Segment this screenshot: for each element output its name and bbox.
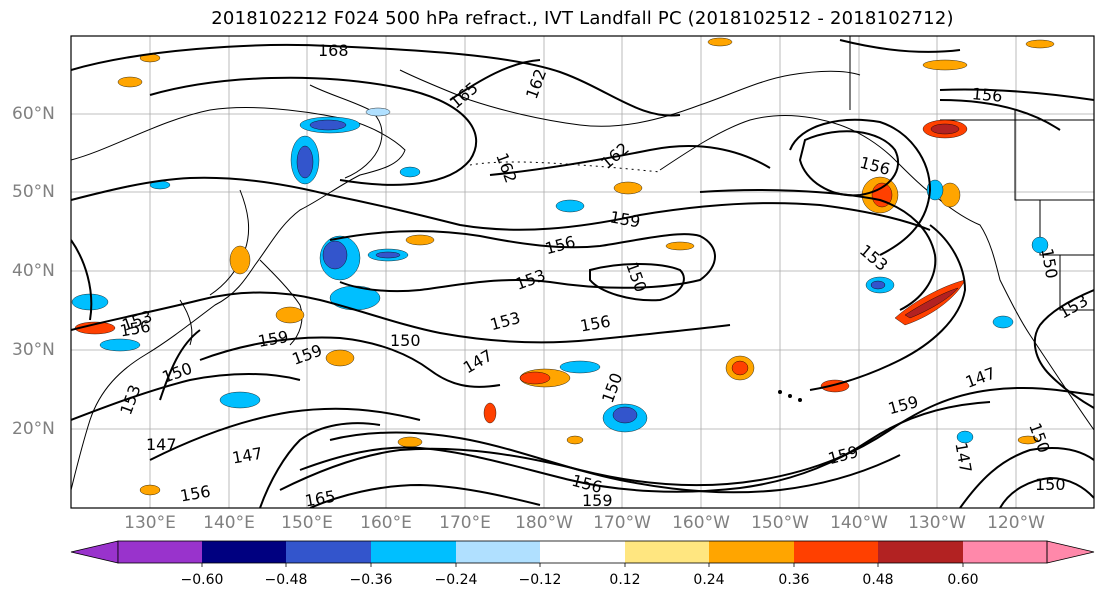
colorbar-frame — [117, 540, 1048, 564]
colorbar-tick-label: −0.48 — [264, 572, 308, 588]
colorbar-tick-label: 0.12 — [609, 572, 641, 588]
colorbar-segment — [878, 541, 963, 563]
contour-label: 147 — [146, 435, 177, 454]
colorbar-segment — [371, 541, 456, 563]
lat-label-30n: 30°N — [12, 340, 55, 360]
contour-label: 168 — [318, 41, 349, 60]
colorbar-tick-label: −0.36 — [349, 572, 393, 588]
colorbar-tick-label: −0.24 — [434, 572, 478, 588]
lon-label-130w: 130°W — [908, 513, 966, 533]
colorbar-tick-label: 0.24 — [693, 572, 725, 588]
colorbar-tick-label: 0.48 — [862, 572, 894, 588]
coastlines — [71, 36, 1094, 491]
lon-label-160w: 160°W — [672, 513, 730, 533]
colorbar-segment — [118, 541, 202, 563]
lon-label-150w: 150°W — [751, 513, 809, 533]
colorbar-segment — [963, 541, 1047, 563]
lon-label-140w: 140°W — [830, 513, 888, 533]
contour-label: 156 — [971, 84, 1003, 106]
colorbar-segment — [709, 541, 794, 563]
colorbar-tick-label: −0.12 — [518, 572, 562, 588]
lon-label-160e: 160°E — [360, 513, 412, 533]
colorbar-segment — [625, 541, 709, 563]
colorbar-segment — [540, 541, 625, 563]
contour-lines — [71, 39, 1094, 508]
lat-label-40n: 40°N — [12, 261, 55, 281]
lon-label-130e: 130°E — [124, 513, 176, 533]
colorbar-right-triangle — [1046, 540, 1095, 564]
lon-label-170w: 170°W — [593, 513, 651, 533]
colorbar-segment — [202, 541, 286, 563]
lat-label-20n: 20°N — [12, 419, 55, 439]
colorbar-segment — [286, 541, 371, 563]
contour-label: 150 — [1035, 475, 1066, 494]
lon-label-150e: 150°E — [281, 513, 333, 533]
lon-label-180w: 180°W — [515, 513, 573, 533]
contour-label: 159 — [582, 491, 613, 510]
contour-label: 150 — [390, 331, 421, 350]
shaded-anomalies — [71, 37, 1055, 496]
map-background — [71, 36, 1094, 508]
colorbar-segment — [456, 541, 540, 563]
colorbar — [70, 540, 1095, 567]
lon-label-170e: 170°E — [439, 513, 491, 533]
map-frame — [70, 35, 1095, 509]
map-title: 2018102212 F024 500 hPa refract., IVT La… — [211, 8, 954, 29]
colorbar-segment — [794, 541, 878, 563]
colorbar-tick-label: −0.60 — [180, 572, 224, 588]
colorbar-left-triangle — [70, 540, 119, 564]
lat-label-50n: 50°N — [12, 182, 55, 202]
lat-label-60n: 60°N — [12, 104, 55, 124]
lon-label-120w: 120°W — [987, 513, 1045, 533]
colorbar-tick-label: 0.36 — [778, 572, 810, 588]
lon-label-140e: 140°E — [203, 513, 255, 533]
colorbar-tick-label: 0.60 — [947, 572, 979, 588]
